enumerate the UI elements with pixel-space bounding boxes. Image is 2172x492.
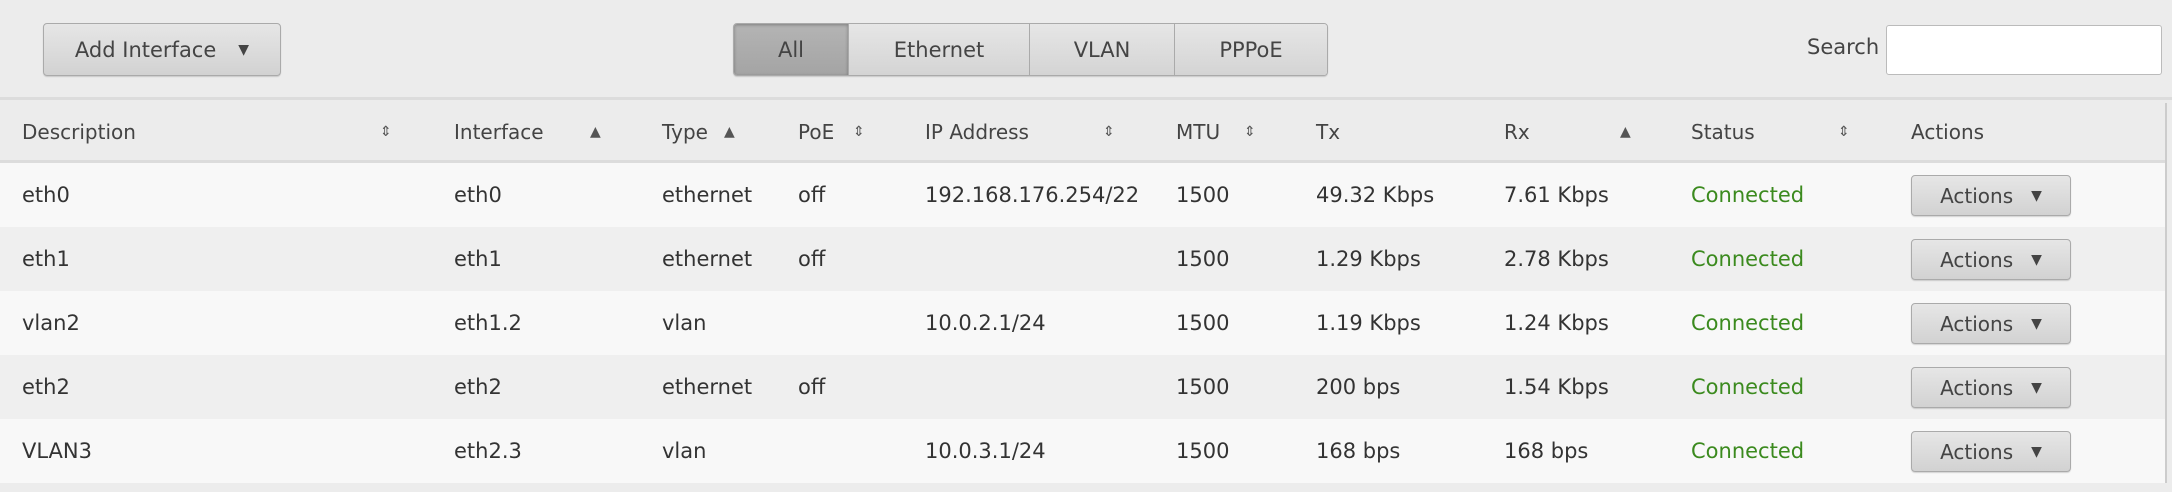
caret-down-icon: ▼ — [2031, 379, 2042, 396]
sort-ascending-icon[interactable]: ▲ — [1620, 123, 1631, 140]
interfaces-table: Description ⇕ Interface ▲ Type ▲ PoE ⇕ IP Addres… — [0, 103, 2167, 483]
column-header-poe[interactable]: PoE — [798, 119, 835, 144]
cell-ip: 10.0.3.1/24 — [925, 439, 1046, 463]
column-header-tx[interactable]: Tx — [1316, 119, 1341, 144]
actions-button[interactable]: Actions ▼ — [1911, 239, 2071, 280]
cell-mtu: 1500 — [1176, 183, 1230, 207]
sort-icon[interactable]: ⇕ — [380, 123, 392, 140]
filter-vlan[interactable]: VLAN — [1030, 24, 1175, 75]
cell-type: ethernet — [662, 183, 753, 207]
cell-poe: off — [798, 183, 826, 207]
cell-type: vlan — [662, 311, 707, 335]
cell-type: ethernet — [662, 375, 753, 399]
actions-label: Actions — [1940, 439, 2014, 464]
cell-poe: off — [798, 375, 826, 399]
cell-mtu: 1500 — [1176, 247, 1230, 271]
table-row: eth1 eth1 ethernet off 1500 1.29 Kbps 2.78 Kbp… — [0, 227, 2165, 291]
column-header-mtu[interactable]: MTU — [1176, 119, 1221, 144]
add-interface-button[interactable]: Add Interface ▼ — [43, 23, 281, 76]
column-header-interface[interactable]: Interface — [454, 119, 544, 144]
cell-tx: 49.32 Kbps — [1316, 183, 1435, 207]
cell-interface: eth1.2 — [454, 311, 522, 335]
cell-tx: 1.29 Kbps — [1316, 247, 1421, 271]
actions-label: Actions — [1940, 311, 2014, 336]
table-header: Description ⇕ Interface ▲ Type ▲ PoE ⇕ IP Addres… — [0, 103, 2165, 163]
cell-type: vlan — [662, 439, 707, 463]
caret-down-icon: ▼ — [2031, 443, 2042, 460]
type-filter-group: All Ethernet VLAN PPPoE — [733, 23, 1328, 76]
filter-pppoe[interactable]: PPPoE — [1175, 24, 1327, 75]
cell-rx: 7.61 Kbps — [1504, 183, 1609, 207]
column-header-type[interactable]: Type — [662, 119, 708, 144]
cell-status: Connected — [1691, 375, 1805, 399]
search-label: Search — [1807, 35, 1880, 59]
caret-down-icon: ▼ — [2031, 315, 2042, 332]
cell-rx: 2.78 Kbps — [1504, 247, 1609, 271]
cell-interface: eth1 — [454, 247, 502, 271]
cell-mtu: 1500 — [1176, 311, 1230, 335]
cell-description: eth2 — [22, 375, 70, 399]
cell-status: Connected — [1691, 183, 1805, 207]
table-row: VLAN3 eth2.3 vlan 10.0.3.1/24 1500 168 bps 168… — [0, 419, 2165, 483]
actions-button[interactable]: Actions ▼ — [1911, 431, 2071, 472]
sort-icon[interactable]: ⇕ — [1244, 123, 1256, 140]
actions-label: Actions — [1940, 183, 2014, 208]
actions-button[interactable]: Actions ▼ — [1911, 303, 2071, 344]
caret-down-icon: ▼ — [2031, 251, 2042, 268]
filter-ethernet[interactable]: Ethernet — [849, 24, 1030, 75]
cell-tx: 168 bps — [1316, 439, 1401, 463]
caret-down-icon: ▼ — [2031, 187, 2042, 204]
cell-rx: 1.24 Kbps — [1504, 311, 1609, 335]
actions-button[interactable]: Actions ▼ — [1911, 367, 2071, 408]
column-header-description[interactable]: Description — [22, 119, 136, 144]
cell-mtu: 1500 — [1176, 375, 1230, 399]
actions-label: Actions — [1940, 247, 2014, 272]
column-header-rx[interactable]: Rx — [1504, 119, 1530, 144]
search-input[interactable] — [1886, 25, 2162, 75]
table-row: eth2 eth2 ethernet off 1500 200 bps 1.54 Kbps C… — [0, 355, 2165, 419]
cell-status: Connected — [1691, 439, 1805, 463]
cell-interface: eth2.3 — [454, 439, 522, 463]
actions-button[interactable]: Actions ▼ — [1911, 175, 2071, 216]
table-row: eth0 eth0 ethernet off 192.168.176.254/22 150… — [0, 163, 2165, 227]
cell-tx: 200 bps — [1316, 375, 1401, 399]
sort-icon[interactable]: ⇕ — [1103, 123, 1115, 140]
column-header-ip-address[interactable]: IP Address — [925, 119, 1029, 144]
caret-down-icon: ▼ — [238, 41, 250, 58]
cell-ip: 192.168.176.254/22 — [925, 183, 1140, 207]
cell-rx: 1.54 Kbps — [1504, 375, 1609, 399]
cell-type: ethernet — [662, 247, 753, 271]
sort-ascending-icon[interactable]: ▲ — [724, 123, 735, 140]
add-interface-label: Add Interface — [74, 37, 217, 62]
cell-status: Connected — [1691, 247, 1805, 271]
column-header-actions[interactable]: Actions — [1911, 119, 1985, 144]
filter-all[interactable]: All — [734, 24, 849, 75]
actions-label: Actions — [1940, 375, 2014, 400]
cell-ip: 10.0.2.1/24 — [925, 311, 1046, 335]
sort-icon[interactable]: ⇕ — [1838, 123, 1850, 140]
table-row: vlan2 eth1.2 vlan 10.0.2.1/24 1500 1.19 Kbps 1… — [0, 291, 2165, 355]
toolbar: Add Interface ▼ All Ethernet VLAN PPPoE … — [0, 0, 2172, 100]
cell-description: vlan2 — [22, 311, 80, 335]
sort-icon[interactable]: ⇕ — [853, 123, 865, 140]
cell-description: VLAN3 — [22, 439, 92, 463]
cell-interface: eth2 — [454, 375, 502, 399]
cell-interface: eth0 — [454, 183, 502, 207]
cell-description: eth1 — [22, 247, 70, 271]
cell-poe: off — [798, 247, 826, 271]
cell-mtu: 1500 — [1176, 439, 1230, 463]
sort-ascending-icon[interactable]: ▲ — [590, 123, 601, 140]
cell-rx: 168 bps — [1504, 439, 1589, 463]
cell-tx: 1.19 Kbps — [1316, 311, 1421, 335]
cell-description: eth0 — [22, 183, 70, 207]
cell-status: Connected — [1691, 311, 1805, 335]
column-header-status[interactable]: Status — [1691, 119, 1755, 144]
